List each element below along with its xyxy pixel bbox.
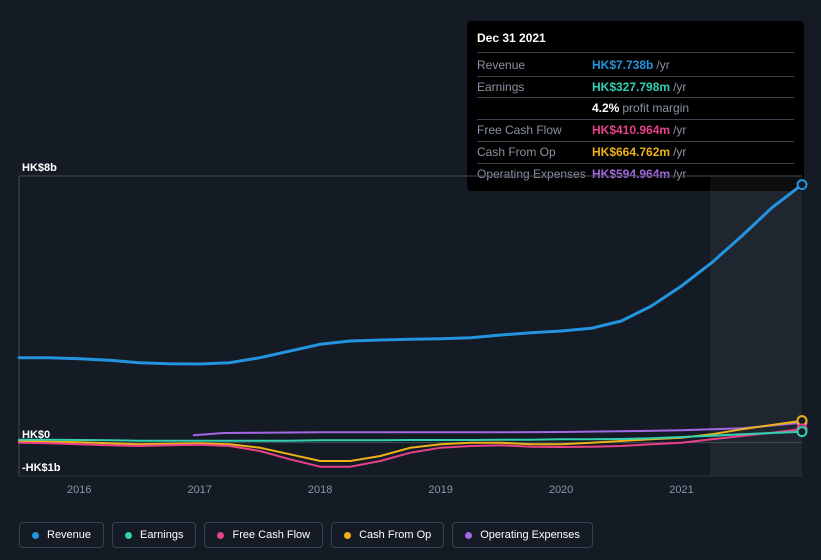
tooltip-metric-label: Cash From Op	[477, 144, 592, 161]
tooltip-value-cell: HK$664.762m/yr	[592, 144, 794, 161]
tooltip-date: Dec 31 2021	[477, 27, 794, 53]
financial-chart: Dec 31 2021RevenueHK$7.738b/yrEarningsHK…	[0, 0, 821, 560]
legend-item-earnings[interactable]: Earnings	[112, 522, 196, 548]
x-tick-label: 2019	[428, 484, 452, 496]
tooltip-value-cell: HK$327.798m/yr	[592, 79, 794, 96]
tooltip-row: RevenueHK$7.738b/yr	[477, 55, 794, 77]
tooltip-metric-label: Free Cash Flow	[477, 122, 592, 139]
tooltip-suffix: /yr	[673, 145, 686, 159]
tooltip-suffix: profit margin	[622, 101, 689, 115]
tooltip-value-cell: 4.2%profit margin	[592, 100, 794, 117]
tooltip-suffix: /yr	[673, 80, 686, 94]
chart-tooltip: Dec 31 2021RevenueHK$7.738b/yrEarningsHK…	[467, 21, 804, 191]
legend-label: Earnings	[140, 529, 183, 541]
legend-item-operating-expenses[interactable]: Operating Expenses	[452, 522, 593, 548]
tooltip-value: 4.2%	[592, 101, 619, 115]
tooltip-row: 4.2%profit margin	[477, 98, 794, 120]
tooltip-value: HK$664.762m	[592, 145, 670, 159]
tooltip-row: Cash From OpHK$664.762m/yr	[477, 142, 794, 164]
tooltip-metric-label: Revenue	[477, 57, 592, 74]
legend-label: Revenue	[47, 529, 91, 541]
legend-label: Operating Expenses	[480, 529, 580, 541]
legend-dot-icon	[344, 532, 351, 539]
chart-legend: Revenue Earnings Free Cash Flow Cash From O…	[19, 522, 593, 548]
x-tick-label: 2020	[549, 484, 573, 496]
tooltip-suffix: /yr	[656, 58, 669, 72]
tooltip-suffix: /yr	[673, 123, 686, 137]
tooltip-value-cell: HK$410.964m/yr	[592, 122, 794, 139]
legend-item-free-cash-flow[interactable]: Free Cash Flow	[204, 522, 323, 548]
x-tick-label: 2017	[187, 484, 211, 496]
legend-item-revenue[interactable]: Revenue	[19, 522, 104, 548]
tooltip-value: HK$327.798m	[592, 80, 670, 94]
tooltip-row: EarningsHK$327.798m/yr	[477, 77, 794, 99]
legend-dot-icon	[125, 532, 132, 539]
tooltip-metric-label: Earnings	[477, 79, 592, 96]
legend-label: Free Cash Flow	[232, 529, 310, 541]
x-tick-label: 2018	[308, 484, 332, 496]
legend-dot-icon	[32, 532, 39, 539]
tooltip-value-cell: HK$7.738b/yr	[592, 57, 794, 74]
tooltip-row: Free Cash FlowHK$410.964m/yr	[477, 120, 794, 142]
tooltip-value: HK$7.738b	[592, 58, 653, 72]
x-tick-label: 2021	[669, 484, 693, 496]
chart-plot-area[interactable]	[19, 176, 802, 476]
legend-dot-icon	[217, 532, 224, 539]
x-tick-label: 2016	[67, 484, 91, 496]
tooltip-metric-label	[477, 100, 592, 117]
chart-svg	[19, 176, 802, 476]
y-tick-label: HK$8b	[22, 162, 57, 174]
tooltip-value: HK$410.964m	[592, 123, 670, 137]
legend-label: Cash From Op	[359, 529, 431, 541]
legend-item-cash-from-op[interactable]: Cash From Op	[331, 522, 444, 548]
legend-dot-icon	[465, 532, 472, 539]
